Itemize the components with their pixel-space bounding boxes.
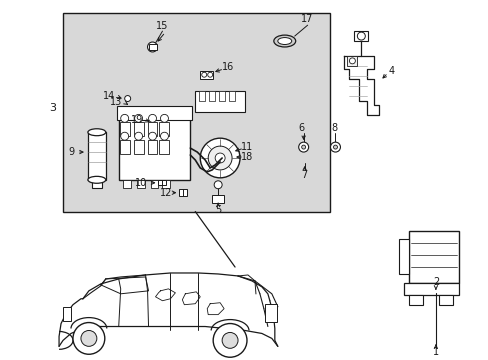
Circle shape bbox=[73, 323, 104, 354]
Bar bbox=[133, 122, 143, 136]
Circle shape bbox=[147, 42, 157, 52]
Text: 16: 16 bbox=[222, 62, 234, 72]
Bar bbox=[200, 71, 213, 79]
Bar bbox=[147, 140, 157, 154]
Text: 3: 3 bbox=[49, 103, 57, 113]
Bar bbox=[158, 180, 166, 185]
Bar bbox=[63, 307, 71, 320]
Ellipse shape bbox=[88, 129, 105, 136]
Text: 5: 5 bbox=[215, 204, 221, 215]
Circle shape bbox=[213, 324, 246, 357]
Text: 15: 15 bbox=[156, 21, 168, 31]
Bar bbox=[63, 13, 329, 212]
Text: 9: 9 bbox=[68, 147, 74, 157]
Text: 13: 13 bbox=[110, 98, 122, 108]
Circle shape bbox=[121, 114, 128, 122]
Circle shape bbox=[222, 332, 238, 348]
Text: 7: 7 bbox=[301, 170, 307, 180]
Bar bbox=[162, 180, 170, 188]
Text: 17: 17 bbox=[301, 14, 313, 24]
Bar bbox=[264, 304, 276, 321]
Bar bbox=[159, 122, 169, 136]
Bar bbox=[408, 295, 422, 305]
Ellipse shape bbox=[277, 37, 291, 45]
Bar bbox=[88, 132, 105, 180]
Bar bbox=[120, 122, 129, 136]
Bar bbox=[122, 180, 130, 188]
Text: 8: 8 bbox=[331, 123, 337, 133]
Bar bbox=[403, 283, 458, 295]
Circle shape bbox=[134, 132, 142, 140]
Ellipse shape bbox=[273, 35, 295, 47]
Bar bbox=[119, 108, 190, 180]
Text: 10: 10 bbox=[135, 178, 147, 188]
Text: 11: 11 bbox=[241, 142, 253, 152]
Bar bbox=[228, 91, 235, 100]
Circle shape bbox=[330, 142, 340, 152]
Circle shape bbox=[200, 138, 240, 178]
Bar bbox=[117, 107, 192, 120]
Text: 4: 4 bbox=[387, 66, 393, 76]
Ellipse shape bbox=[88, 176, 105, 183]
Bar bbox=[147, 122, 157, 136]
Circle shape bbox=[301, 145, 305, 149]
Bar bbox=[159, 140, 169, 154]
Text: 2: 2 bbox=[432, 277, 438, 287]
Circle shape bbox=[202, 72, 206, 77]
Text: 14: 14 bbox=[102, 91, 115, 100]
Bar bbox=[92, 180, 102, 188]
Bar bbox=[398, 239, 408, 274]
Bar bbox=[219, 91, 224, 100]
Bar bbox=[179, 189, 187, 196]
Circle shape bbox=[81, 330, 97, 346]
Bar bbox=[346, 56, 357, 66]
Circle shape bbox=[208, 146, 232, 170]
Bar bbox=[195, 91, 244, 112]
Bar bbox=[148, 44, 156, 50]
Circle shape bbox=[124, 95, 130, 102]
Text: 18: 18 bbox=[241, 152, 253, 162]
Circle shape bbox=[349, 58, 355, 64]
Circle shape bbox=[148, 132, 156, 140]
Circle shape bbox=[207, 72, 212, 77]
Bar bbox=[408, 231, 458, 283]
Circle shape bbox=[357, 32, 365, 40]
Bar bbox=[133, 140, 143, 154]
Circle shape bbox=[148, 114, 156, 122]
Bar bbox=[120, 140, 129, 154]
Text: 6: 6 bbox=[298, 123, 304, 133]
Bar bbox=[212, 195, 224, 203]
Circle shape bbox=[333, 145, 337, 149]
Text: 19: 19 bbox=[131, 115, 143, 125]
Bar bbox=[354, 31, 367, 41]
Circle shape bbox=[215, 153, 224, 163]
Circle shape bbox=[121, 132, 128, 140]
Text: 12: 12 bbox=[160, 188, 172, 198]
Circle shape bbox=[134, 114, 142, 122]
Circle shape bbox=[298, 142, 308, 152]
Bar bbox=[438, 295, 452, 305]
Text: 1: 1 bbox=[432, 347, 438, 357]
Bar bbox=[209, 91, 215, 100]
Circle shape bbox=[160, 114, 168, 122]
Bar bbox=[150, 180, 158, 188]
Circle shape bbox=[214, 181, 222, 189]
Bar bbox=[136, 180, 144, 188]
Circle shape bbox=[160, 132, 168, 140]
Bar bbox=[199, 91, 205, 100]
